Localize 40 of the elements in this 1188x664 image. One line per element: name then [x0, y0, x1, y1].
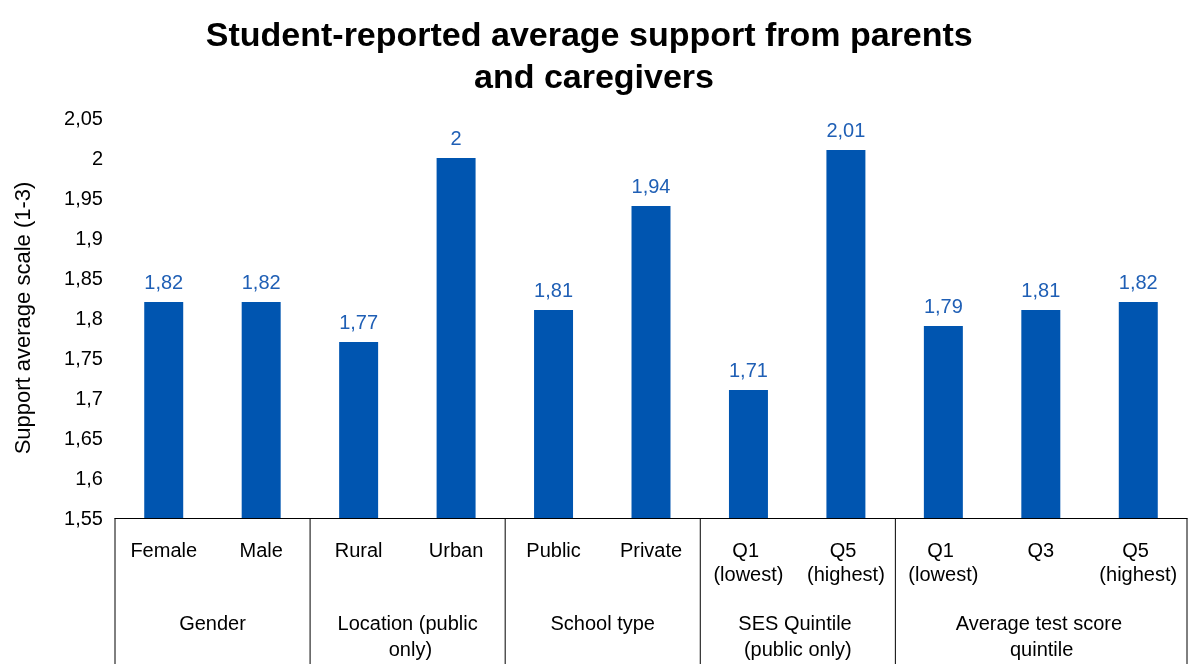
data-label: 1,82 [144, 271, 184, 293]
x-tick-label: Q1 (lowest) [908, 539, 979, 585]
y-tick-label: 1,55 [64, 507, 103, 529]
data-label: 2 [450, 127, 462, 149]
y-tick-label: 1,6 [75, 467, 103, 489]
x-tick-label: Urban [428, 539, 484, 561]
x-tick-label: Q5 (highest) [1099, 539, 1178, 585]
data-label: 1,81 [534, 279, 574, 301]
text: SES Quintile (public only) [738, 612, 858, 660]
x-tick-label: Q5 (highest) [807, 539, 885, 585]
y-axis-title: Support average scale (1-3) [9, 181, 35, 455]
x-tick-label: Q1 (lowest) [713, 539, 784, 585]
x-tick-label: Private [619, 539, 683, 561]
x-tick-label: Rural [334, 539, 383, 561]
y-tick-label: 2 [91, 147, 103, 169]
data-label: 2,01 [826, 119, 866, 141]
data-label: 1,79 [923, 295, 963, 317]
data-label: 1,82 [241, 271, 281, 293]
y-tick-label: 1,85 [64, 267, 103, 289]
y-tick-label: 1,7 [75, 387, 103, 409]
data-label: 1,77 [339, 311, 379, 333]
chart-title: Student-reported average support from parents and caregivers [205, 15, 983, 95]
x-tick-label: Public [526, 539, 581, 561]
y-tick-label: 2,05 [64, 107, 103, 129]
data-label: 1,81 [1021, 279, 1061, 301]
x-tick-label: Male [239, 539, 283, 561]
x-tick-label: Q3 [1027, 539, 1055, 561]
data-label: 1,82 [1118, 271, 1158, 293]
y-tick-label: 1,9 [75, 227, 103, 249]
data-label: 1,71 [728, 359, 768, 381]
y-tick-label: 1,75 [64, 347, 103, 369]
y-tick-label: 1,95 [64, 187, 103, 209]
text: Average test score quintile [955, 612, 1128, 660]
text: Location (public only) [337, 612, 478, 660]
text: School type [550, 612, 655, 634]
x-tick-label: Female [130, 539, 198, 561]
data-label: 1,94 [631, 175, 671, 197]
y-tick-label: 1,65 [64, 427, 103, 449]
y-tick-label: 1,8 [75, 307, 103, 329]
text: Gender [179, 612, 247, 634]
